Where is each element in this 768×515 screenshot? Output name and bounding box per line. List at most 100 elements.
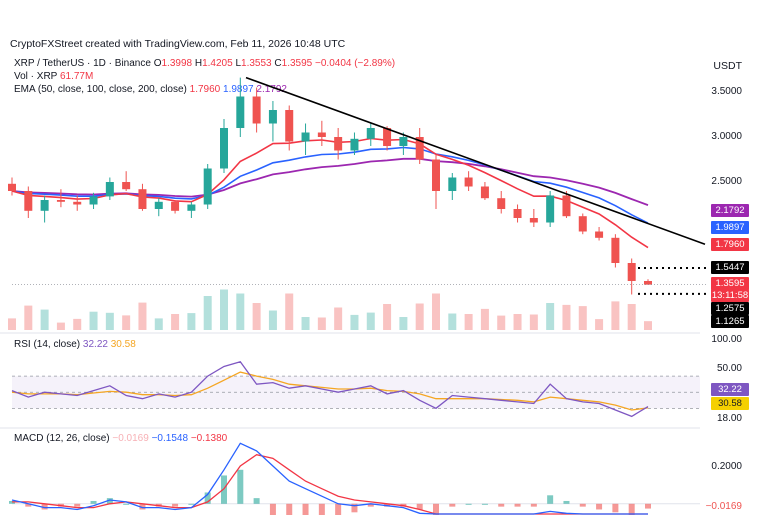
currency-label[interactable]: USDT xyxy=(713,60,742,72)
candle-body xyxy=(301,132,310,142)
macd-hist-bar xyxy=(269,503,276,515)
macd-signal-line xyxy=(12,454,648,515)
candle-body xyxy=(317,132,326,137)
volume-bar xyxy=(317,317,326,330)
rsi-label[interactable]: RSI (14, close) xyxy=(14,339,81,350)
ema100-badge: 1.9897 xyxy=(711,221,749,234)
volume-bar xyxy=(24,305,33,330)
rsi-ma-value: 30.58 xyxy=(110,339,136,350)
macd-label[interactable]: MACD (12, 26, close) xyxy=(14,433,110,444)
macd-hist-bar xyxy=(25,503,32,507)
macd-hist-bar xyxy=(318,503,325,515)
candle-body xyxy=(40,200,49,211)
volume-bar xyxy=(73,318,82,330)
macd-hist-bar xyxy=(416,503,423,510)
volume-bar xyxy=(480,308,489,330)
ema200-value: 2.1792 xyxy=(256,84,287,95)
volume-bar xyxy=(415,303,424,330)
low-label: L xyxy=(235,58,242,69)
macd-hist-bar xyxy=(253,498,260,504)
volume-bar xyxy=(464,314,473,330)
symbol-legend[interactable]: XRP / TetherUS · 1D · Binance O1.3998 H1… xyxy=(14,58,395,69)
high-label: H xyxy=(194,58,203,69)
candle-body xyxy=(73,201,82,205)
candle-body xyxy=(611,237,620,263)
volume-bar xyxy=(578,306,587,330)
macd-hist-bar xyxy=(449,503,456,507)
volume-bar xyxy=(546,303,555,330)
volume-bar xyxy=(89,311,98,330)
volume-label[interactable]: Vol · XRP xyxy=(14,71,58,82)
candle-body xyxy=(415,137,424,160)
macd-hist-bar xyxy=(139,503,146,510)
candle-body xyxy=(546,195,555,223)
macd-hist-bar xyxy=(204,492,211,504)
volume-bar xyxy=(627,304,636,330)
resistance-badge: 1.5447 xyxy=(711,261,749,274)
volume-bar xyxy=(285,293,294,330)
macd-legend[interactable]: MACD (12, 26, close) −0.0169 −0.1548 −0.… xyxy=(14,433,227,444)
volume-bar xyxy=(203,296,212,330)
volume-legend[interactable]: Vol · XRP 61.77M xyxy=(14,71,93,82)
change-value: −0.0404 (−2.89%) xyxy=(315,58,396,69)
candle-body xyxy=(627,263,636,281)
candle-body xyxy=(89,196,98,205)
macd-hist-bar xyxy=(367,503,374,507)
open-value: 1.3998 xyxy=(161,58,193,69)
symbol-name[interactable]: XRP / TetherUS · 1D · Binance xyxy=(14,58,151,69)
volume-bar xyxy=(154,318,163,330)
candle-body xyxy=(252,96,261,124)
macd-hist-bar xyxy=(481,503,488,505)
macd-hist-value: −0.0169 xyxy=(112,433,149,444)
macd-hist-bar xyxy=(221,475,227,504)
ema50-value: 1.7960 xyxy=(189,84,221,95)
volume-bar xyxy=(611,301,620,330)
volume-bar xyxy=(366,312,375,330)
rsi-legend[interactable]: RSI (14, close) 32.22 30.58 xyxy=(14,339,136,350)
rsi-tick: 50.00 xyxy=(716,363,742,374)
volume-bar xyxy=(138,302,147,330)
volume-bar xyxy=(383,304,392,330)
volume-bar xyxy=(252,303,261,330)
volume-bar xyxy=(220,289,228,330)
ema-label[interactable]: EMA (50, close, 100, close, 200, close) xyxy=(14,84,187,95)
macd-hist-bar xyxy=(579,503,586,507)
ema50-badge: 1.7960 xyxy=(711,238,749,251)
candle-body xyxy=(366,128,375,139)
volume-bar xyxy=(268,310,277,330)
macd-hist-bar xyxy=(563,500,570,504)
ema100-value: 1.9897 xyxy=(223,84,254,95)
volume-bar xyxy=(40,309,49,330)
volume-bar xyxy=(334,307,343,330)
last-price-badge: 1.3595 xyxy=(711,277,749,290)
candle-body xyxy=(56,200,65,202)
rsi-tick: 18.00 xyxy=(716,413,742,424)
candle-body xyxy=(595,231,604,238)
macd-hist-bar xyxy=(172,503,179,507)
candle-body xyxy=(187,204,196,211)
candle-body xyxy=(203,168,212,205)
macd-hist-bar xyxy=(547,495,554,504)
candle-body xyxy=(644,281,652,285)
open-label: O xyxy=(153,58,162,69)
volume-bar xyxy=(236,293,245,330)
candle-body xyxy=(464,177,473,187)
candle-body xyxy=(480,186,489,199)
macd-tick: 0.2000 xyxy=(711,461,742,472)
candle-body xyxy=(268,110,277,124)
volume-bar xyxy=(8,318,16,330)
macd-hist-bar xyxy=(351,503,358,513)
support-badge: 1.2575 xyxy=(711,302,749,315)
macd-line xyxy=(11,442,648,515)
volume-bar xyxy=(562,304,571,330)
ema-legend[interactable]: EMA (50, close, 100, close, 200, close) … xyxy=(14,84,287,95)
volume-bar xyxy=(56,322,65,330)
macd-hist-bar xyxy=(302,503,309,515)
macd-hist-bar xyxy=(90,500,97,504)
volume-bar xyxy=(644,321,652,330)
high-value: 1.4205 xyxy=(202,58,233,69)
price-tick: 2.5000 xyxy=(711,176,742,187)
macd-hist-bar xyxy=(514,503,521,507)
candle-body xyxy=(154,201,163,209)
